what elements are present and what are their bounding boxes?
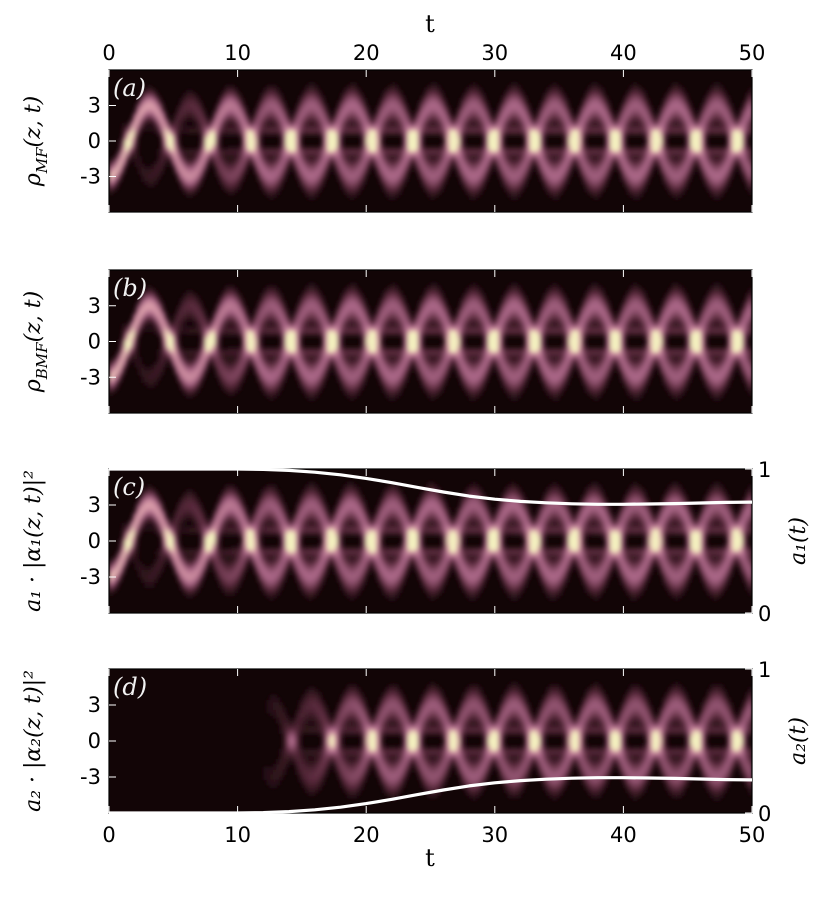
y-tick-label: 3 (88, 94, 101, 118)
y-tick-label: -3 (80, 765, 101, 789)
top-x-tick-label: 40 (610, 41, 637, 65)
bottom-x-tick-label: 40 (610, 823, 637, 847)
y-tick-label: 0 (88, 729, 101, 753)
top-x-axis-title: t (425, 10, 435, 38)
y-tick-label: 0 (88, 529, 101, 553)
y-axis-title: ρMF(z, t) (21, 96, 51, 187)
panel-a: 3 0 -3 (a) ρMF(z, t) (21, 69, 753, 213)
y-tick-label: -3 (80, 565, 101, 589)
bottom-x-axis-title: t (425, 844, 435, 872)
bottom-x-tick-label: 20 (353, 823, 380, 847)
top-x-tick-label: 0 (102, 41, 115, 65)
y-tick-label: 0 (88, 129, 101, 153)
bottom-x-tick-label: 30 (481, 823, 508, 847)
y-tick-label: 3 (88, 493, 101, 517)
y-axis-title: a₂ · |α₂(z, t)|² (21, 670, 46, 812)
top-x-tick-label: 30 (481, 41, 508, 65)
heatmap-cells (109, 282, 752, 401)
panel-label: (d) (113, 673, 147, 701)
bottom-x-tick-label: 10 (224, 823, 251, 847)
series-line-a1 (109, 467, 753, 506)
panel-b: 3 0 -3 (b) ρBMF(z, t) (21, 269, 753, 414)
panel-label: (b) (113, 274, 147, 302)
right-y-axis-title: a₂(t) (786, 717, 811, 765)
y-axis-title-sub: MF (33, 147, 51, 174)
top-x-tick-label: 20 (353, 41, 380, 65)
heatmap-cells (109, 82, 752, 200)
y-axis-title-tail: (z, t) (21, 96, 46, 148)
y-tick-label: 3 (88, 294, 101, 318)
panel-label: (a) (113, 74, 146, 102)
right-y-tick-label: 0 (758, 602, 771, 626)
y-tick-label: -3 (80, 365, 101, 389)
top-x-tick-label: 10 (224, 41, 251, 65)
right-y-tick-label: 1 (758, 458, 771, 482)
bottom-x-ticks: 0 10 20 30 40 50 (102, 823, 765, 847)
y-axis-title: ρBMF(z, t) (21, 291, 51, 393)
bottom-x-tick-label: 50 (739, 823, 766, 847)
panel-c: 3 0 -3 (c) a₁ · |α₁(z, t)|² 1 0 a₁(t) (21, 458, 811, 626)
bottom-x-tick-label: 0 (102, 823, 115, 847)
right-y-axis-title: a₁(t) (786, 517, 811, 565)
heatmap-cells (263, 681, 752, 801)
y-tick-label: 0 (88, 330, 101, 354)
y-axis-title-main: ρ (21, 173, 46, 187)
y-tick-label: -3 (80, 165, 101, 189)
heatmap-cells (109, 481, 752, 601)
panel-label: (c) (113, 473, 145, 501)
right-y-tick-label: 1 (758, 658, 771, 682)
y-axis-title-sub: BMF (33, 342, 51, 380)
right-y-tick-label: 0 (758, 802, 771, 826)
top-x-tick-label: 50 (739, 41, 766, 65)
y-axis-title-main: ρ (21, 379, 46, 393)
series-line-a2 (109, 776, 753, 815)
y-axis-title-tail: (z, t) (21, 291, 46, 343)
y-tick-label: 3 (88, 693, 101, 717)
y-axis-title: a₁ · |α₁(z, t)|² (21, 470, 46, 612)
panel-d: 3 0 -3 (d) a₂ · |α₂(z, t)|² 1 0 a₂(t) (21, 658, 811, 826)
top-x-ticks: 0 10 20 30 40 50 (102, 41, 765, 65)
